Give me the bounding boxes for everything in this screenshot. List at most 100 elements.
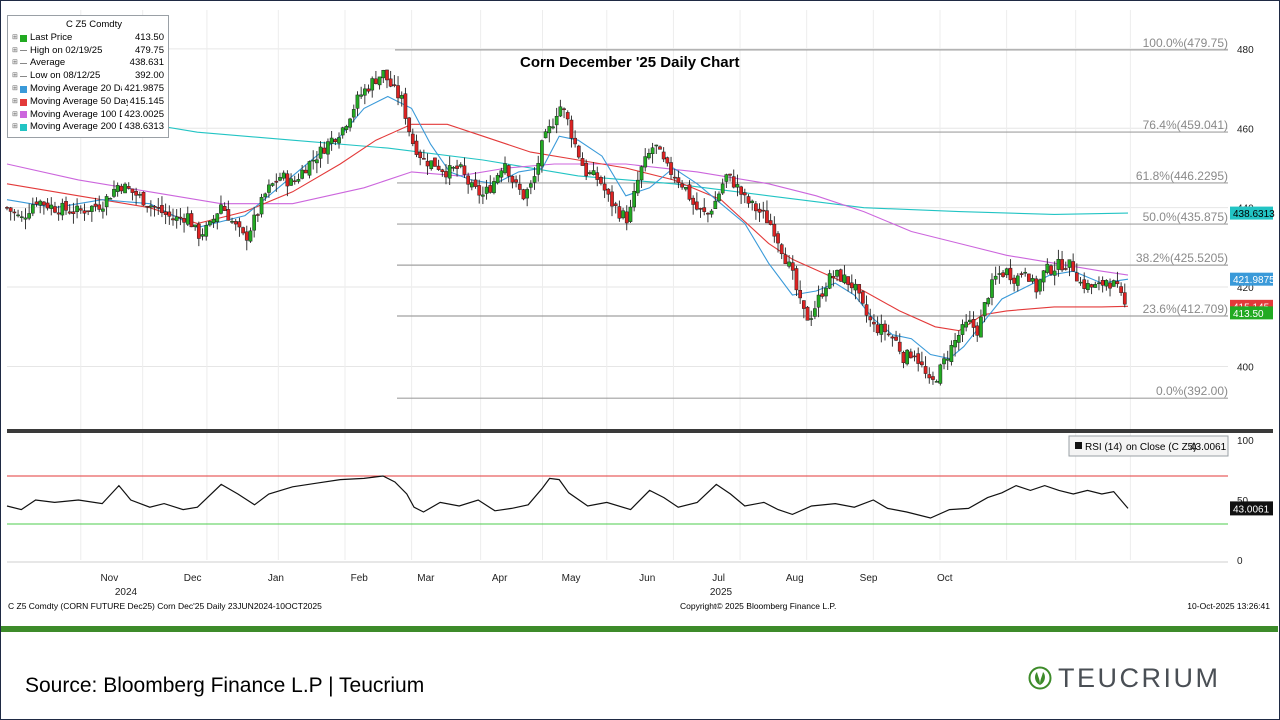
candle-down [680,180,684,190]
candle-up [621,207,625,220]
candle-body [628,206,633,222]
candle-body [1038,279,1042,292]
candle-down [1012,274,1016,292]
candle-down [333,138,338,146]
candle-down [42,201,46,215]
candle-body [1089,284,1094,288]
candle-up [252,206,257,238]
candle-down [1060,250,1064,272]
candle-down [1034,275,1039,299]
candle-down [141,191,146,206]
candle-body [315,159,319,164]
rsi-value-tag: 43.0061 [1230,501,1273,516]
candle-body [639,166,644,181]
candle-body [1056,259,1061,270]
candle-down [731,169,736,189]
candle-down [672,169,677,183]
candle-body [805,306,810,321]
legend-item: ⊞ High on 02/19/25 479.75 [12,45,164,58]
candle-up [1030,274,1035,284]
candle-body [351,109,356,118]
candle-down [971,311,976,338]
expand-icon: ⊞ [12,59,18,67]
candle-body [905,349,909,365]
candle-body [481,194,485,197]
candle-body [927,374,932,379]
candle-up [307,160,312,179]
candle-up [724,173,729,188]
fib-label: 23.6%(412.709) [1143,302,1228,316]
candle-up [824,282,828,302]
candle-body [156,207,161,209]
candle-up [1038,278,1042,295]
candle-down [1008,259,1013,285]
candle-body [16,214,20,217]
candle-down [233,218,238,231]
x-month-label: Nov [100,573,118,584]
candle-body [680,183,684,188]
candle-down [798,280,802,304]
candle-body [215,213,220,223]
candle-up [484,179,489,200]
candle-down [189,210,194,228]
candle-up [964,314,969,332]
legend-ticker: C Z5 Comdty [66,19,122,30]
candle-up [49,197,54,216]
candle-body [761,209,766,212]
candle-up [993,266,998,285]
price-chart: 100.0%(479.75) 76.4%(459.041) 61.8%(446.22… [5,10,1275,598]
legend-label: Moving Average 200 Day [30,121,122,133]
candle-body [621,210,625,219]
candle-body [960,324,965,335]
candle-down [669,156,673,180]
candle-body [23,217,28,220]
candle-body [650,147,655,154]
candle-body [200,234,205,237]
candle-up [149,200,153,217]
candle-body [289,178,293,186]
candle-body [1041,270,1046,283]
candle-body [163,211,168,215]
candle-up [215,213,220,230]
candle-down [739,185,743,204]
candle-down [466,172,470,194]
candle-body [495,175,500,184]
candle-body [506,165,511,177]
candle-body [38,200,43,206]
candle-up [137,191,142,199]
price-tag-box [1230,206,1273,220]
ma20-line [6,95,1129,360]
candle-body [669,162,673,175]
legend-item: ⊞ Average 438.631 [12,57,164,70]
candle-body [208,221,212,226]
candle-down [1001,270,1005,278]
candle-down [82,203,87,221]
candle-up [1086,279,1090,293]
candle-body [1067,259,1072,268]
candle-body [93,203,98,207]
candle-body [720,183,725,194]
candle-up [377,76,382,90]
candle-body [890,336,895,339]
candle-down [274,173,279,192]
candle-body [42,201,46,206]
candle-body [281,172,286,179]
candle-body [934,381,939,383]
candle-up [1104,279,1109,291]
candle-body [554,115,559,126]
candle-down [1027,273,1031,282]
candle-down [12,209,17,221]
legend-value: 392.00 [134,70,164,82]
candle-body [34,201,39,205]
candle-body [861,291,865,304]
candle-down [436,159,441,171]
candle-up [481,186,485,205]
candle-body [274,180,279,183]
candle-body [433,157,437,167]
x-month-label: Aug [786,573,804,584]
x-year-label: 2024 [115,587,138,598]
candle-body [765,210,769,224]
candle-down [292,175,297,185]
candle-body [562,108,566,110]
candle-body [97,204,102,210]
